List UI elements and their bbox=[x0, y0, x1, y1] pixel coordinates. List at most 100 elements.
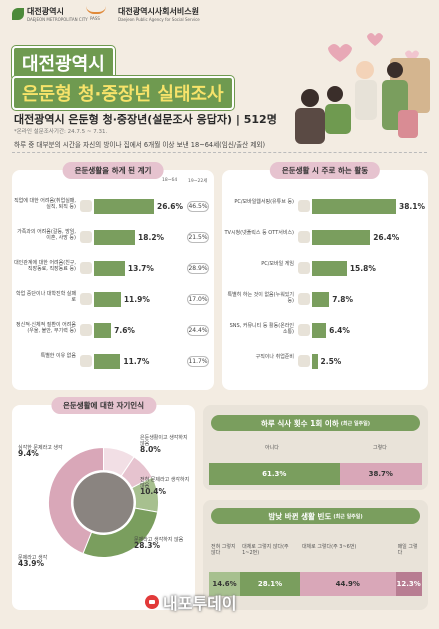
activity-value: 15.8% bbox=[349, 264, 376, 273]
activity-bar bbox=[312, 354, 318, 369]
title-line-1-text: 대전광역시 bbox=[12, 46, 115, 80]
daynight-segment: 44.9% bbox=[299, 572, 396, 596]
reason-row: 가족과의 어려움(갈등, 방임, 이혼, 사망 등) 18.2% 21.5% bbox=[12, 227, 214, 249]
activities-title: 은둔생활 시 주로 하는 활동 bbox=[269, 162, 381, 179]
meals-title-text: 하루 식사 횟수 1회 이하 bbox=[260, 418, 339, 428]
activity-row: PC/모바일웹서핑(유튜브 등) 38.1% bbox=[222, 196, 428, 218]
donut-label-value: 43.9% bbox=[18, 559, 45, 568]
reason-secondary-value: 17.0% bbox=[187, 294, 209, 305]
reason-label: 학업 중단이나 대학진학 실패로 bbox=[16, 291, 76, 303]
meals-title-note: (최근 일주일) bbox=[340, 420, 371, 427]
reason-value: 11.7% bbox=[123, 357, 150, 366]
meals-no-segment: 61.3% bbox=[209, 463, 340, 485]
reason-icon bbox=[80, 231, 92, 243]
reason-label: 대인관계에 대한 어려움(친구, 직장동료, 직장동료 등) bbox=[14, 260, 76, 272]
daynight-label: 대체로 그렇지 않다(주 1~2번) bbox=[242, 544, 289, 556]
reason-value: 11.9% bbox=[123, 295, 150, 304]
activity-label: SNS, 커뮤니티 등 활동(온라인 소통) bbox=[229, 323, 294, 335]
survey-count: 512명 bbox=[243, 113, 277, 126]
activity-value: 2.5% bbox=[320, 357, 342, 366]
reason-secondary-value: 24.4% bbox=[187, 325, 209, 336]
daynight-segment: 28.1% bbox=[240, 572, 300, 596]
activity-icon bbox=[298, 324, 310, 336]
activity-label: 구직이나 취업준비 bbox=[255, 354, 294, 360]
daynight-label: 전혀 그렇지 않다 bbox=[211, 544, 236, 556]
meals-title: 하루 식사 횟수 1회 이하 (최근 일주일) bbox=[211, 415, 420, 431]
reason-row: 정신적·신체적 질환이 어려움(우울, 불안, 무기력 등) 7.6% 24.4% bbox=[12, 320, 214, 342]
donut-label-value: 10.4% bbox=[140, 487, 167, 496]
logo-social-service: 대전광역시사회서비스원 Daejeon Public Agency for Soc… bbox=[118, 6, 200, 22]
activity-value: 7.8% bbox=[332, 295, 353, 304]
reason-secondary-value: 21.5% bbox=[187, 232, 209, 243]
reason-label: 특별한 이유 없음 bbox=[40, 353, 76, 359]
donut-label: 문제라고 생각 43.9% bbox=[18, 555, 70, 567]
meals-panel: 하루 식사 횟수 1회 이하 (최근 일주일) 아니다 그렇다 61.3% 38.7… bbox=[203, 405, 428, 490]
meals-no-label: 아니다 bbox=[265, 445, 279, 451]
reason-secondary-value: 46.5% bbox=[187, 201, 209, 212]
logo-pass: PASS bbox=[86, 6, 106, 21]
heart-icon bbox=[328, 44, 352, 62]
activity-bar bbox=[312, 199, 396, 214]
reason-row: 대인관계에 대한 어려움(친구, 직장동료, 직장동료 등) 13.7% 28.9% bbox=[12, 258, 214, 280]
daynight-segment: 14.6% bbox=[209, 572, 241, 596]
activity-label: PC/모바일 게임 bbox=[261, 261, 294, 267]
donut-slice bbox=[48, 446, 104, 555]
donut-label: 은둔생활이고 생각하지 않음 8.0% bbox=[140, 435, 192, 453]
logo-social-service-subtext: Daejeon Public Agency for Social Service bbox=[118, 17, 200, 22]
daynight-panel: 밤낮 바뀐 생활 빈도 (최근 일주일) 14.6% 28.1% 44.9% 12.3%… bbox=[203, 500, 428, 610]
title-line-2-main: 은둔형 청·중장년 bbox=[22, 84, 152, 105]
activity-row: SNS, 커뮤니티 등 활동(온라인 소통) 6.4% bbox=[222, 320, 428, 342]
daynight-label: 대체로 그렇다(주 3~6번) bbox=[301, 544, 357, 550]
activity-label: PC/모바일웹서핑(유튜브 등) bbox=[234, 199, 294, 205]
illustration bbox=[295, 33, 430, 144]
reason-icon bbox=[80, 200, 92, 212]
reason-bar bbox=[94, 230, 136, 245]
reason-value: 26.6% bbox=[157, 202, 184, 211]
reason-secondary-value: 28.9% bbox=[187, 263, 209, 274]
activity-icon bbox=[298, 293, 310, 305]
donut-label: 전혀 문제라고 생각하지 않음 10.4% bbox=[140, 477, 192, 495]
reason-bar bbox=[94, 261, 125, 276]
self-perception-panel: 은둔생활에 대한 자기인식 심각한 문제라고 생각 9.4% 은둔생활이고 생각하지… bbox=[12, 397, 195, 610]
play-icon bbox=[145, 595, 159, 609]
meals-yes-segment: 38.7% bbox=[339, 463, 422, 485]
logo-social-service-text: 대전광역시사회서비스원 bbox=[118, 7, 199, 16]
donut-center-image bbox=[73, 472, 134, 533]
activity-icon bbox=[298, 231, 310, 243]
daynight-title: 밤낮 바뀐 생활 빈도 (최근 일주일) bbox=[211, 508, 420, 524]
activity-value: 26.4% bbox=[373, 233, 400, 242]
reason-row: 학업 중단이나 대학진학 실패로 11.9% 17.0% bbox=[12, 289, 214, 311]
title-line-1: 대전광역시 bbox=[12, 46, 115, 80]
activity-bar bbox=[312, 230, 371, 245]
reason-label: 정신적·신체적 질환이 어려움(우울, 불안, 무기력 등) bbox=[16, 322, 76, 334]
leaf-icon bbox=[12, 8, 24, 20]
reason-bar bbox=[94, 199, 154, 214]
self-perception-donut bbox=[48, 446, 159, 558]
donut-label-text: 심각한 문제라고 생각 bbox=[18, 445, 63, 451]
reasons-title: 은둔생활을 하게 된 계기 bbox=[62, 162, 164, 179]
donut-label: 문제라고 생각하지 않음 28.3% bbox=[134, 537, 186, 549]
logo-daejeon: 대전광역시 DAEJEON METROPOLITAN CITY bbox=[12, 6, 88, 22]
daynight-label: 매일 그렇다 bbox=[397, 544, 418, 556]
reason-icon bbox=[80, 324, 92, 336]
activity-row: 구직이나 취업준비 2.5% bbox=[222, 351, 428, 373]
reason-bar bbox=[94, 292, 121, 307]
self-perception-title: 은둔생활에 대한 자기인식 bbox=[50, 397, 157, 414]
activity-row: PC/모바일 게임 15.8% bbox=[222, 258, 428, 280]
reason-label: 직업에 대한 어려움(취업실패, 실직, 퇴직 등) bbox=[14, 198, 76, 210]
daynight-title-text: 밤낮 바뀐 생활 빈도 bbox=[268, 511, 332, 521]
reason-bar bbox=[94, 354, 121, 369]
donut-label-value: 28.3% bbox=[134, 541, 161, 550]
reason-value: 7.6% bbox=[114, 326, 135, 335]
watermark-text: 내포투데이 bbox=[163, 594, 237, 613]
donut-label-text: 문제라고 생각 bbox=[18, 555, 48, 561]
donut-label: 심각한 문제라고 생각 9.4% bbox=[18, 445, 70, 457]
activity-row: 특별히 하는 것이 없음(누워있기 등) 7.8% bbox=[222, 289, 428, 311]
reasons-panel: 은둔생활을 하게 된 계기 18~64 19~22세 직업에 대한 어려움(취업… bbox=[12, 162, 214, 390]
survey-label: 대전광역시 은둔형 청·중장년(설문조사 응답자) bbox=[14, 113, 233, 126]
reason-value: 13.7% bbox=[127, 264, 154, 273]
donut-label-text: 은둔생활이고 생각하지 않음 bbox=[140, 435, 188, 447]
donut-label-value: 9.4% bbox=[18, 449, 39, 458]
reason-bar bbox=[94, 323, 112, 338]
reasons-col2-header: 19~22세 bbox=[188, 179, 208, 184]
